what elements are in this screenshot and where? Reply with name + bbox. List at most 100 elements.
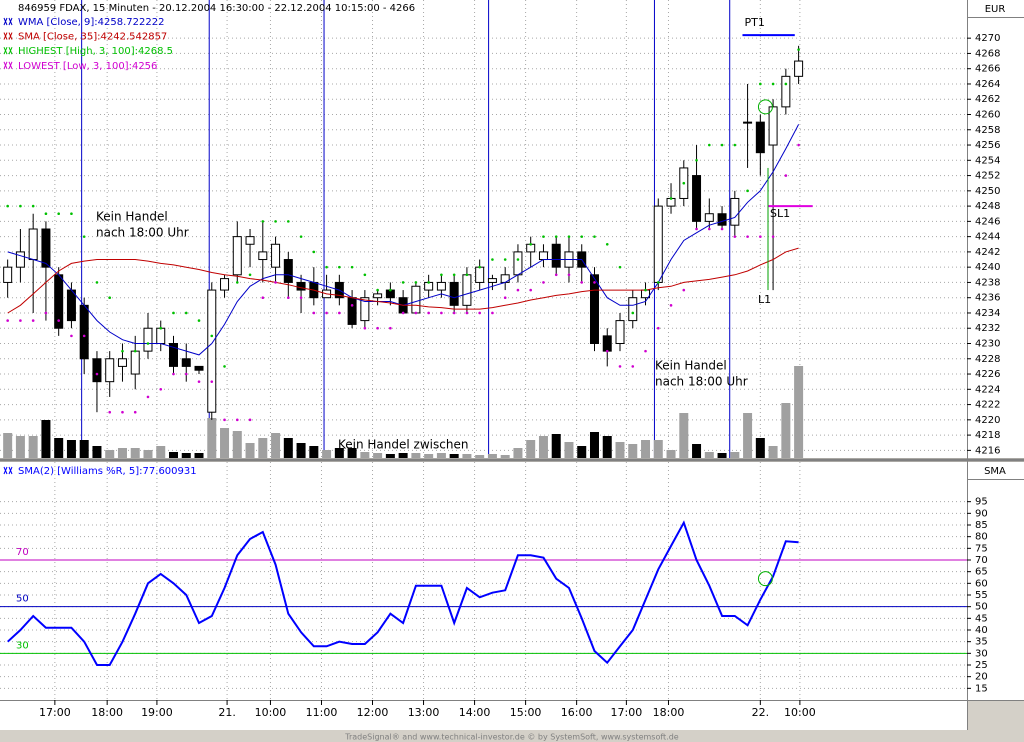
x-tick-label: 22. (752, 706, 770, 719)
indicator-dot (554, 273, 558, 277)
indicator-dot (542, 281, 545, 284)
indicator-dot (299, 235, 303, 238)
indicator-dot (31, 204, 35, 208)
candle-body (704, 213, 714, 222)
indicator-dot (503, 296, 507, 300)
indicator-dot (516, 258, 520, 261)
indicator-dot (452, 273, 456, 277)
volume-bar (564, 442, 574, 458)
x-tick-label: 18:00 (653, 706, 685, 719)
volume-bar (462, 454, 472, 458)
indicator-dot (720, 143, 724, 147)
y-tick-label: 4232 (975, 323, 1000, 334)
stop-label: L1 (758, 293, 771, 306)
price-pane (0, 0, 967, 458)
indicator-dot (184, 311, 188, 315)
indicator-dot (338, 311, 341, 315)
candle-body (79, 304, 89, 360)
indicator-dot (593, 281, 596, 284)
y-tick-label: 4266 (975, 64, 1000, 75)
x-tick-label: 16:00 (561, 706, 593, 719)
y-tick-label: 4238 (975, 277, 1000, 288)
indicator-dot (695, 227, 698, 231)
volume-bar (398, 453, 408, 458)
indicator-dot (695, 159, 698, 162)
candle-body (538, 251, 548, 261)
volume-bar (143, 450, 153, 458)
candle-body (92, 358, 102, 383)
indicator-dot (516, 288, 520, 292)
x-tick-label: 14:00 (459, 706, 491, 719)
indicator-dot (401, 311, 405, 315)
volume-bar (755, 438, 765, 458)
legend-entry: SMA(2) [Williams %R, 5]:77.600931 (18, 466, 197, 477)
indicator-dot (223, 418, 226, 422)
volume-bar (322, 450, 332, 458)
volume-bar (347, 448, 357, 458)
annotation: nach 18:00 Uhr (655, 375, 748, 389)
volume-bar (3, 433, 13, 458)
y-tick-label: 40 (975, 625, 988, 636)
indicator-dot (19, 319, 22, 322)
candle-body (220, 278, 230, 291)
candle-body (66, 289, 76, 322)
candle-body (462, 274, 472, 306)
volume-bar (653, 440, 663, 458)
indicator-dot (31, 319, 35, 322)
candle-body (475, 266, 485, 283)
indicator-dot (797, 143, 800, 147)
y-tick-label: 4220 (975, 415, 1000, 426)
candle-body (692, 175, 702, 222)
indicator-dot (644, 288, 647, 292)
volume-bar (271, 433, 281, 458)
x-tick-label: 15:00 (510, 706, 542, 719)
candle-body (743, 121, 753, 124)
y-tick-label: 4224 (975, 384, 1000, 395)
y-tick-label: 4228 (975, 354, 1000, 365)
indicator-dot (414, 311, 418, 315)
indicator-dot (389, 288, 392, 292)
volume-bar (220, 428, 230, 458)
volume-bar (411, 453, 421, 458)
candle-body (347, 297, 357, 325)
signal-marker (757, 99, 773, 115)
volume-bar (794, 366, 804, 458)
legend-entry: WMA [Close, 9]:4258.722222 (18, 17, 164, 28)
indicator-dot (121, 349, 124, 353)
candle-body (117, 358, 127, 367)
indicator-dot (669, 197, 673, 200)
y-tick-label: 35 (975, 637, 988, 648)
annotation: nach 18:00 Uhr (96, 226, 189, 240)
candle-body (768, 106, 778, 146)
indicator-dot (108, 296, 112, 300)
indicator-dot (682, 181, 686, 185)
candle-body (717, 213, 727, 226)
indicator-dot (593, 235, 596, 238)
y-tick-label: 4258 (975, 125, 1000, 136)
indicator-dot (95, 372, 99, 376)
indicator-dot (82, 235, 86, 238)
price-axis (968, 0, 1024, 458)
footer: TradeSignal® and www.technical-investor.… (344, 733, 679, 742)
indicator-dot (656, 326, 660, 330)
indicator-dot (312, 311, 316, 315)
indicator-dot (631, 311, 635, 315)
candle-body (105, 358, 115, 383)
candle-body (360, 297, 370, 322)
y-tick-label: 4262 (975, 94, 1000, 105)
y-tick-label: 80 (975, 532, 988, 543)
volume-bar (232, 431, 242, 458)
y-tick-label: 4236 (975, 293, 1000, 304)
y-tick-label: 4256 (975, 140, 1000, 151)
candle-body (181, 358, 191, 367)
indicator-dot (567, 235, 571, 238)
y-tick-label: 4244 (975, 232, 1000, 243)
volume-bar (105, 450, 115, 458)
legend-entry: SMA [Close, 35]:4242.542857 (18, 32, 167, 43)
indicator-dot (6, 319, 9, 322)
indicator-dot (784, 82, 788, 86)
plot-layer: 4216 4218 4220 4222 4224 4226 4228 4230 4232 4234… (0, 0, 1000, 719)
x-tick-label: 11:00 (306, 706, 338, 719)
legend-icon (3, 466, 13, 475)
indicator-dot (554, 235, 558, 238)
